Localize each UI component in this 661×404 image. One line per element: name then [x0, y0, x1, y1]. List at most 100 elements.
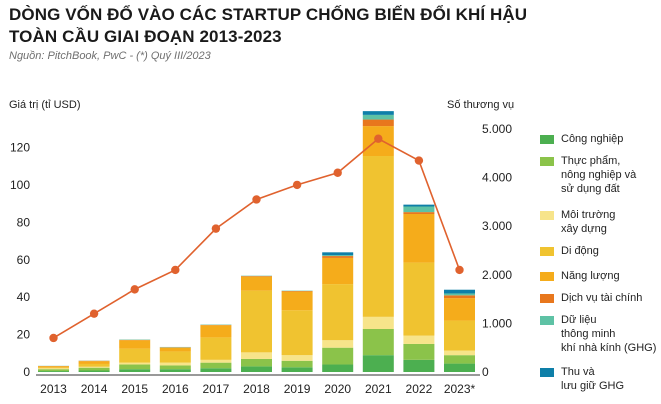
bar-segment: [78, 363, 110, 367]
bar-segment: [119, 348, 151, 363]
bar-segment: [403, 335, 435, 344]
x-tick-label: 2023*: [444, 382, 476, 396]
chart-source: Nguồn: PitchBook, PwC - (*) Quý III/2023: [9, 50, 211, 62]
bar-segment: [38, 371, 69, 372]
deal-point: [374, 134, 383, 143]
y2-axis-ticks: 0 1.000 2.000 3.000 4.000 5.000: [482, 122, 512, 379]
x-tick-label: 2014: [81, 382, 108, 396]
bar-segment: [403, 204, 435, 207]
bar-segment: [444, 350, 475, 356]
bar-segment: [200, 325, 232, 338]
bar-segment: [200, 337, 232, 360]
y-axis-ticks: 0 20 40 60 80 100 120: [10, 141, 30, 379]
bar-segment: [444, 298, 475, 321]
deal-point: [252, 195, 261, 204]
bar-segment: [444, 289, 475, 294]
deal-point: [292, 180, 302, 190]
bar-segment: [322, 340, 354, 348]
bar-segment: [78, 366, 110, 368]
legend-item: Thực phẩm, nông nghiệp và sử dụng đất: [540, 154, 661, 196]
bar-segment: [119, 364, 151, 370]
bar-segment: [362, 111, 394, 115]
y-tick-label: 80: [17, 215, 31, 229]
bar-segment: [241, 366, 272, 372]
x-tick-label: 2016: [162, 382, 189, 396]
bar-segment: [444, 363, 475, 372]
deal-point: [171, 265, 180, 275]
deal-point: [211, 224, 221, 233]
deal-point: [49, 333, 58, 343]
bar-segment: [200, 359, 232, 363]
y-tick-label: 40: [17, 290, 31, 304]
deal-point: [130, 285, 139, 294]
bar-segment: [281, 310, 313, 356]
bar-segment: [444, 295, 475, 299]
bar-segment: [281, 291, 313, 311]
legend-swatch: [540, 294, 554, 303]
x-tick-label: 2022: [406, 382, 433, 396]
bar-segment: [38, 368, 69, 370]
deal-point: [89, 309, 99, 318]
legend-swatch: [540, 211, 554, 220]
chart-title: DÒNG VỐN ĐỔ VÀO CÁC STARTUP CHỐNG BIẾN Đ…: [9, 5, 528, 46]
y2-axis-label: Số thương vụ: [447, 99, 514, 111]
bar-segment: [403, 213, 435, 263]
legend-swatch: [540, 316, 554, 325]
bar-segment: [362, 328, 394, 356]
bar-segment: [322, 255, 354, 257]
legend-item: Công nghiệp: [540, 132, 661, 146]
bar-segment: [159, 362, 191, 366]
x-tick-label: 2017: [203, 382, 230, 396]
legend-swatch: [540, 135, 554, 144]
y-tick-label: 0: [23, 365, 30, 379]
bar-segment: [159, 347, 191, 352]
bar-segment: [403, 359, 435, 372]
bar-segment: [119, 340, 151, 349]
x-tick-label: 2018: [243, 382, 270, 396]
legend-item: Thu và lưu giữ GHG: [540, 365, 661, 393]
bar-segment: [78, 370, 110, 372]
bar-segment: [362, 355, 394, 372]
bar-segment: [322, 364, 354, 372]
bar-segment: [281, 355, 313, 361]
x-tick-label: 2015: [121, 382, 148, 396]
deal-point: [455, 265, 464, 275]
bar-segment: [322, 256, 354, 258]
legend-swatch: [540, 247, 554, 256]
legend-label: Công nghiệp: [561, 133, 624, 145]
legend-label: Dịch vụ tài chính: [561, 292, 643, 304]
y2-tick-label: 4.000: [482, 171, 512, 185]
bar-segment: [241, 276, 272, 277]
x-tick-label: 2013: [40, 382, 67, 396]
legend-item: Năng lượng: [540, 269, 661, 283]
x-axis-ticks: 2013 2014 2015 2016 2017 2018 2019 2020 2021 2022…: [40, 382, 475, 396]
legend-swatch: [540, 272, 554, 281]
legend-item: Dịch vụ tài chính: [540, 291, 661, 305]
bar-segment: [38, 369, 69, 372]
bar-segment: [159, 369, 191, 372]
legend-item: Môi trường xây dựng: [540, 208, 661, 236]
bar-segment: [38, 367, 69, 369]
bar-segment: [241, 358, 272, 367]
y2-tick-label: 1.000: [482, 316, 512, 330]
y2-tick-label: 5.000: [482, 122, 512, 136]
bar-segment: [159, 351, 191, 363]
bar-stacks: [38, 111, 475, 372]
y-tick-label: 120: [10, 141, 30, 155]
legend-label: Thực phẩm, nông nghiệp và sử dụng đất: [561, 155, 637, 195]
bar-segment: [281, 367, 313, 372]
bar-segment: [200, 362, 232, 369]
y2-tick-label: 0: [482, 365, 489, 379]
y2-tick-label: 3.000: [482, 219, 512, 233]
y-tick-label: 20: [17, 328, 31, 342]
bar-segment: [403, 343, 435, 360]
bar-segment: [362, 156, 394, 317]
bar-segment: [241, 276, 272, 291]
bar-segment: [362, 316, 394, 329]
bar-segment: [362, 119, 394, 127]
y2-tick-label: 2.000: [482, 268, 512, 282]
bar-segment: [403, 212, 435, 214]
legend-item: Di động: [540, 244, 661, 258]
bar-segment: [200, 368, 232, 372]
legend-label: Năng lượng: [561, 270, 620, 282]
